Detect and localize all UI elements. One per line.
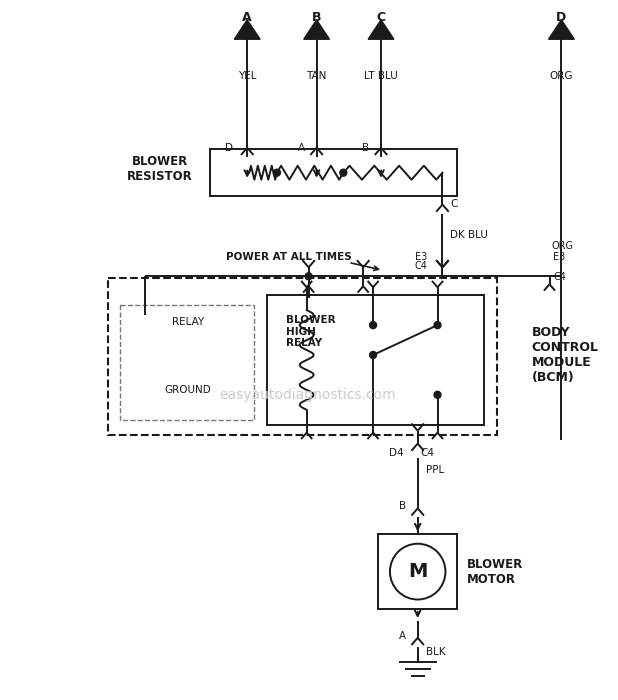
Polygon shape (549, 20, 574, 39)
Circle shape (434, 391, 441, 398)
Text: A: A (399, 631, 406, 641)
Polygon shape (234, 20, 260, 39)
Text: C4: C4 (415, 261, 428, 272)
Text: LT BLU: LT BLU (364, 71, 398, 81)
Text: A: A (242, 10, 252, 24)
Text: RELAY: RELAY (172, 317, 204, 327)
Text: TAN: TAN (307, 71, 327, 81)
Polygon shape (368, 20, 394, 39)
Text: easyautodiagnostics.com: easyautodiagnostics.com (219, 388, 396, 402)
Text: DK BLU: DK BLU (451, 230, 488, 241)
Bar (121, 305, 254, 420)
Text: C4: C4 (421, 447, 434, 458)
Text: A: A (297, 143, 305, 153)
Polygon shape (303, 20, 329, 39)
Text: BLOWER
HIGH
RELAY: BLOWER HIGH RELAY (286, 315, 336, 349)
Text: C: C (376, 10, 386, 24)
Text: B: B (399, 501, 406, 512)
Text: YEL: YEL (238, 71, 256, 81)
Circle shape (305, 273, 312, 280)
Text: E3: E3 (554, 252, 565, 262)
Bar (210, 149, 457, 195)
Text: BLK: BLK (426, 647, 445, 657)
Text: POWER AT ALL TIMES: POWER AT ALL TIMES (226, 253, 352, 262)
Text: BLOWER
MOTOR: BLOWER MOTOR (467, 558, 523, 586)
Text: ORG: ORG (549, 71, 573, 81)
Text: ORG: ORG (551, 241, 574, 251)
Text: C4: C4 (554, 272, 566, 282)
Circle shape (434, 321, 441, 328)
Text: GROUND: GROUND (164, 385, 211, 395)
Circle shape (370, 351, 376, 358)
Text: C: C (451, 199, 458, 209)
Text: PPL: PPL (426, 465, 444, 475)
Text: B: B (362, 143, 369, 153)
Text: BLOWER
RESISTOR: BLOWER RESISTOR (127, 155, 193, 183)
Circle shape (340, 169, 347, 176)
Text: E3: E3 (415, 252, 428, 262)
Text: D: D (226, 143, 234, 153)
Text: D4: D4 (389, 447, 404, 458)
Bar (267, 295, 484, 425)
Bar (108, 279, 497, 435)
Circle shape (370, 321, 376, 328)
Circle shape (274, 169, 281, 176)
Text: B: B (312, 10, 321, 24)
Text: BODY
CONTROL
MODULE
(BCM): BODY CONTROL MODULE (BCM) (531, 326, 599, 384)
Text: D: D (556, 10, 567, 24)
Bar (378, 534, 457, 609)
Text: M: M (408, 562, 428, 581)
